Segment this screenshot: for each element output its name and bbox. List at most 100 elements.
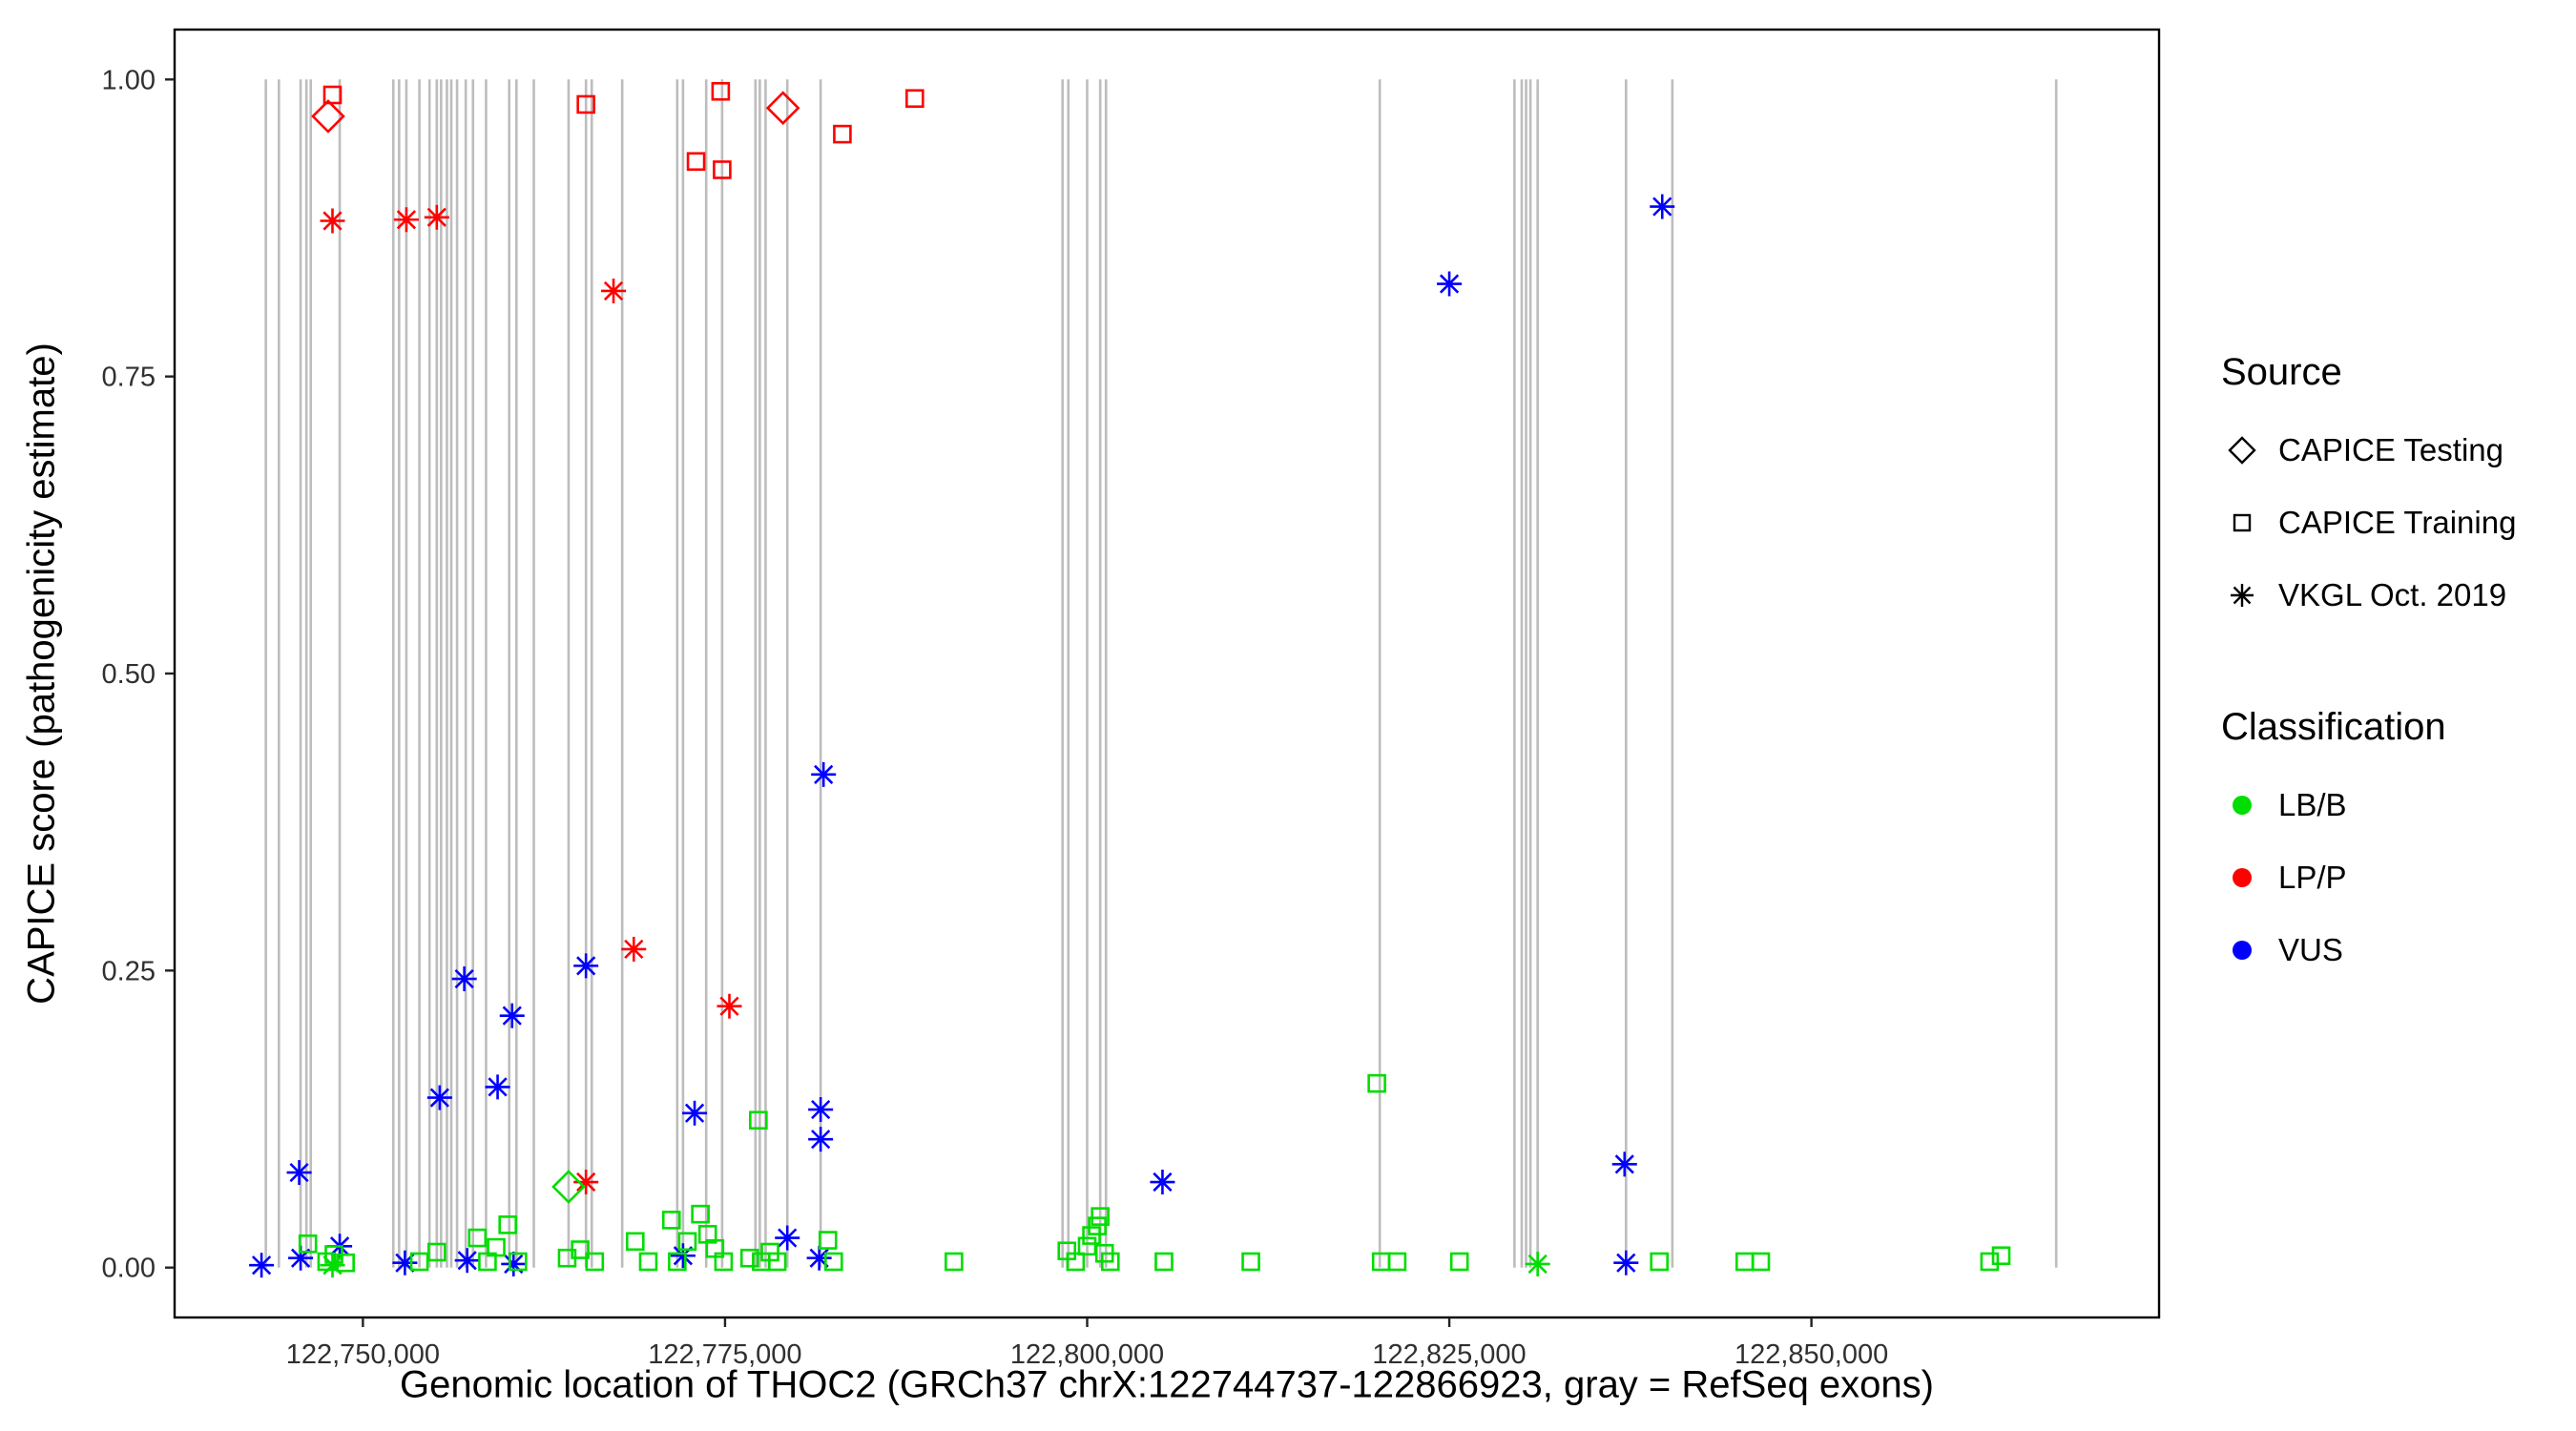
x-tick-label: 122,775,000 [648,1339,801,1370]
lbb-color-dot-icon [2233,796,2252,815]
data-point [1091,1207,1110,1226]
data-point [749,1110,768,1130]
data-point [668,1252,687,1272]
asterisk-icon [2231,584,2254,607]
data-point [682,1100,708,1126]
data-point [1371,1252,1391,1272]
data-point [409,1252,429,1272]
data-point [573,953,599,979]
legend-item-capice-training: CAPICE Training [2221,499,2516,547]
data-point [661,1211,681,1230]
data-point [1154,1252,1174,1272]
data-point [601,278,627,303]
data-point [713,160,732,179]
vus-color-dot-icon [2233,941,2252,960]
data-point [1082,1226,1101,1245]
legend-source-title: Source [2221,351,2342,393]
data-point [298,1234,318,1254]
data-point [808,1127,834,1152]
data-point [1613,1250,1639,1275]
data-point [905,89,924,109]
data-point [1150,1170,1175,1195]
x-axis-label: Genomic location of THOC2 (GRCh37 chrX:1… [400,1363,1934,1406]
y-tick-label: 0.00 [102,1254,156,1284]
data-point [551,1170,586,1204]
data-point [824,1252,843,1272]
data-point [487,1237,506,1257]
y-axis-label: CAPICE score (pathogenicity estimate) [20,342,63,1005]
data-point [1449,1252,1469,1272]
legend-classification: Classification LB/B LP/P VUS [2221,706,2446,999]
data-point [1437,271,1463,297]
data-point [286,1160,312,1186]
data-point [717,993,742,1019]
data-point [626,1232,645,1252]
data-point [576,94,595,114]
data-point [393,207,419,233]
data-point [320,208,345,234]
legend-item-label: LB/B [2278,787,2347,822]
data-point [585,1252,605,1272]
data-point [677,1232,697,1252]
legend-item-label: CAPICE Training [2278,505,2517,540]
data-point [1241,1252,1260,1272]
y-tick-label: 0.50 [102,659,156,690]
data-point [509,1252,528,1272]
data-point [818,1231,838,1250]
data-point [1525,1251,1550,1276]
x-tick-label: 122,800,000 [1010,1339,1164,1370]
data-point [499,1003,525,1028]
data-point [1650,1252,1670,1272]
data-point [498,1215,517,1234]
data-point [811,761,837,787]
legend-source: Source CAPICE Testing CAPICE Training VK… [2221,351,2516,644]
data-point [1980,1252,2000,1272]
data-point [739,1248,759,1268]
legend-item-lpp: LP/P [2221,854,2446,902]
data-point [427,1242,447,1262]
data-point [945,1252,964,1272]
data-point [638,1252,658,1272]
data-point [1088,1216,1107,1235]
data-point [426,1085,452,1110]
data-point [1100,1252,1120,1272]
data-point [571,1240,590,1259]
data-point [1735,1252,1755,1272]
legend-item-capice-testing: CAPICE Testing [2221,426,2516,474]
y-tick-label: 1.00 [102,65,156,95]
data-point [833,124,852,144]
data-point [1650,194,1675,219]
square-icon [2233,513,2252,532]
data-point [485,1074,510,1100]
data-point [424,204,449,230]
data-point [1387,1252,1407,1272]
legend-item-label: VKGL Oct. 2019 [2278,577,2507,612]
data-point [691,1204,710,1224]
legend-item-label: CAPICE Testing [2278,432,2503,467]
data-point [808,1097,834,1123]
data-point [767,1252,787,1272]
legend-item-vkgl: VKGL Oct. 2019 [2221,571,2516,619]
legend-item-label: VUS [2278,932,2343,967]
legend-item-label: LP/P [2278,860,2347,895]
data-point [714,1252,734,1272]
legend-classification-title: Classification [2221,706,2446,748]
data-point [686,152,706,172]
data-point [249,1253,275,1278]
data-point [1751,1252,1771,1272]
data-point [765,91,800,126]
data-point [1611,1151,1637,1177]
y-tick-label: 0.25 [102,956,156,986]
legend-item-lbb: LB/B [2221,781,2446,829]
data-point [322,85,343,105]
diamond-icon [2228,436,2256,465]
data-point [1991,1246,2011,1266]
data-point [336,1253,355,1273]
y-tick-label: 0.75 [102,363,156,393]
data-point [451,966,477,992]
x-tick-label: 122,750,000 [286,1339,440,1370]
legend-item-vus: VUS [2221,926,2446,974]
data-point [467,1228,488,1248]
data-point [806,1245,832,1271]
